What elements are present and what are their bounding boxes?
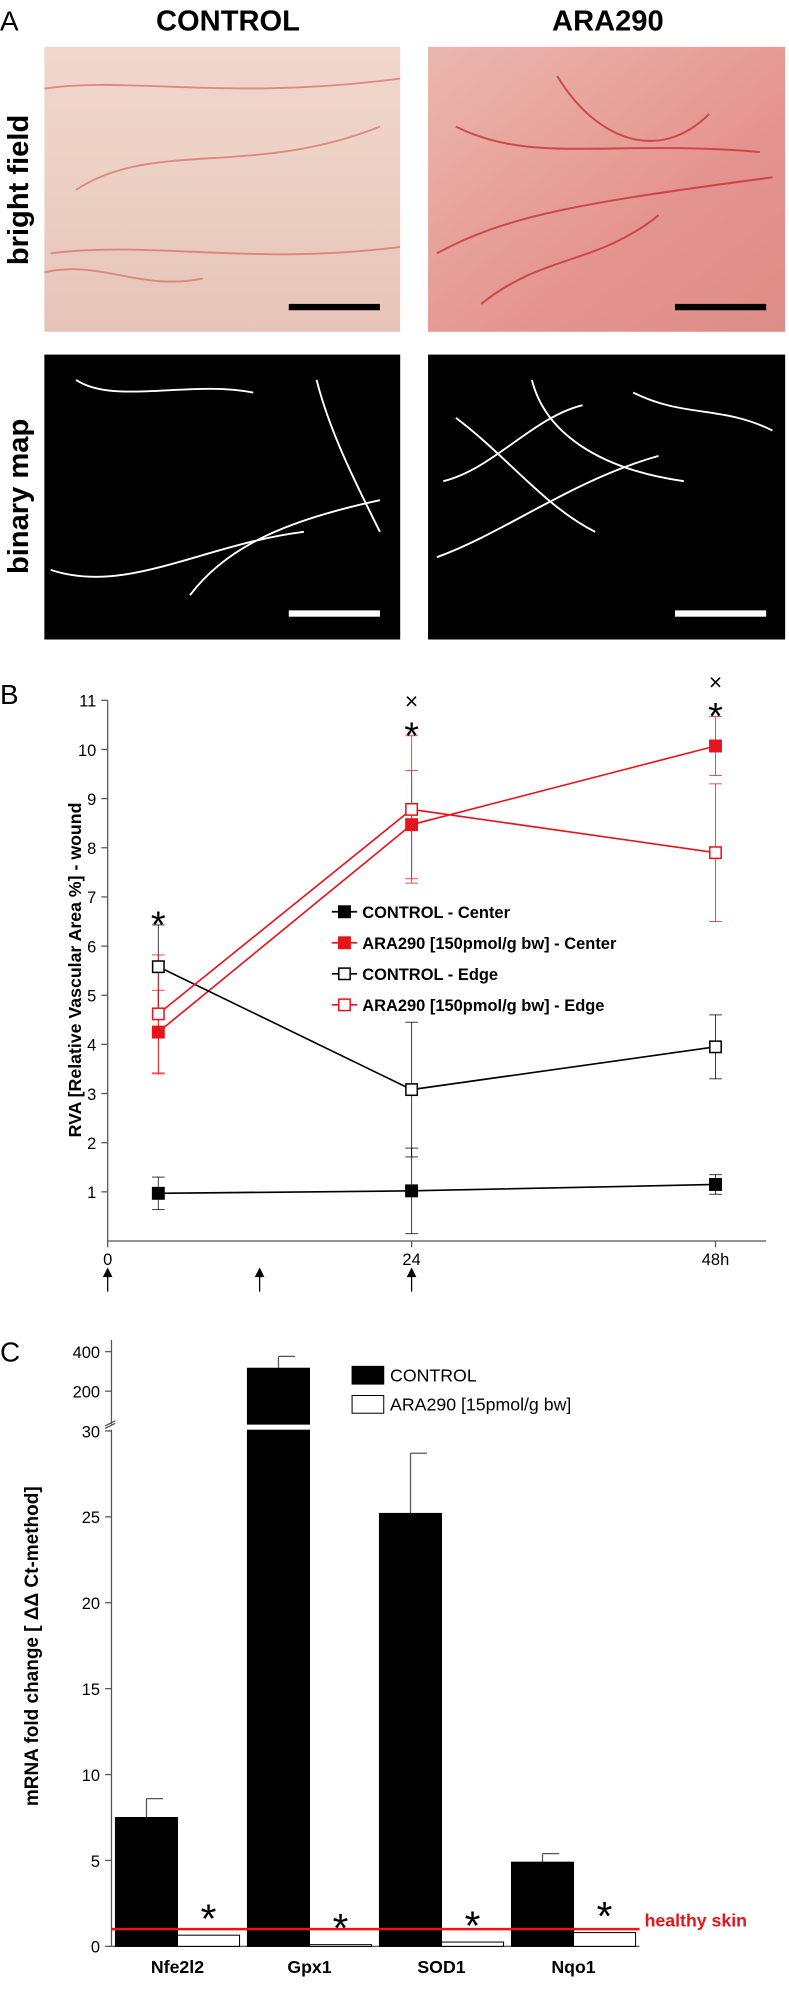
y-tick-label: 30 (82, 1423, 100, 1441)
significance-mark: * (708, 696, 723, 738)
y-axis-label: mRNA fold change [ ΔΔ Ct-method] (22, 1486, 43, 1806)
bar (308, 1944, 373, 1947)
legend-label: ARA290 [150pmol/g bw] - Center (362, 935, 617, 953)
image-binary-control (44, 354, 401, 640)
x-tick-label: 0 (103, 1251, 112, 1269)
y-tick-label: 20 (82, 1595, 100, 1613)
y-tick-label: 5 (87, 988, 96, 1006)
y-tick-label: 400 (73, 1344, 100, 1362)
x-tick-label: Nqo1 (551, 1957, 595, 1977)
series-line (157, 745, 716, 1033)
x-tick-label: Gpx1 (287, 1957, 331, 1977)
y-tick-label: 10 (78, 742, 96, 760)
y-tick-label: 0 (91, 1939, 100, 1957)
significance-mark: * (404, 715, 419, 757)
y-tick-label: 8 (87, 840, 96, 858)
y-tick-label: 15 (82, 1681, 100, 1699)
axis-break-mark (104, 1422, 116, 1429)
point (709, 846, 722, 860)
y-tick-label: 7 (87, 889, 96, 907)
axis-break-mark (104, 1420, 116, 1427)
significance-mark: * (151, 905, 166, 947)
y-tick-label: 25 (82, 1509, 100, 1527)
legend-label: CONTROL - Center (362, 904, 510, 922)
image-bright-control (44, 46, 401, 332)
point (405, 1083, 419, 1097)
bar (114, 1816, 178, 1947)
point (151, 1186, 165, 1200)
y-tick-label: 10 (82, 1767, 100, 1785)
legend-marker (338, 905, 351, 919)
bar (510, 1861, 575, 1947)
row-label: binary map (3, 419, 35, 574)
panel-letter: B (0, 679, 19, 710)
point (405, 802, 419, 816)
y-tick-label: 4 (87, 1037, 96, 1055)
y-tick-label: 2 (87, 1135, 96, 1153)
point (709, 1040, 722, 1054)
image-binary-ara290 (428, 354, 786, 640)
legend-label: CONTROL (390, 1366, 477, 1386)
panel-letter: C (0, 1336, 20, 1367)
series-line (158, 1183, 716, 1195)
panel-letter: A (0, 5, 19, 36)
series-line (157, 965, 716, 1091)
bar (378, 1512, 443, 1947)
significance-mark: × (405, 688, 418, 714)
y-axis-label: RVA [Relative Vascular Area %] - wound (65, 803, 85, 1138)
point (405, 818, 419, 832)
legend-label: ARA290 [150pmol/g bw] - Edge (362, 997, 604, 1015)
bar (441, 1941, 505, 1947)
bar (573, 1932, 637, 1947)
y-tick-label: 200 (73, 1384, 100, 1402)
point (405, 1184, 419, 1198)
column-label: CONTROL (156, 5, 300, 37)
legend-marker (338, 967, 351, 981)
significance-mark: * (201, 1896, 217, 1942)
significance-mark: * (465, 1903, 481, 1949)
significance-mark: × (709, 669, 722, 695)
legend-marker (338, 936, 351, 950)
bar (176, 1934, 241, 1947)
point (709, 739, 722, 753)
x-tick-label: Nfe2l2 (151, 1957, 204, 1977)
legend-label: CONTROL - Edge (362, 966, 498, 984)
point (151, 1007, 165, 1021)
point (151, 1025, 165, 1039)
legend-swatch (351, 1365, 385, 1385)
legend-label: ARA290 [15pmol/g bw] (390, 1395, 571, 1415)
y-tick-label: 1 (87, 1184, 96, 1202)
image-bright-ara290 (428, 46, 786, 332)
y-tick-label: 11 (79, 693, 96, 711)
y-tick-label: 9 (87, 791, 96, 809)
y-tick-label: 6 (87, 938, 96, 956)
point (151, 960, 165, 974)
row-label: bright field (3, 115, 35, 265)
x-tick-label: 24 (402, 1251, 420, 1269)
bar (246, 1367, 311, 1947)
significance-mark: * (597, 1893, 613, 1939)
x-tick-label: SOD1 (417, 1957, 465, 1977)
axis-break (103, 1424, 640, 1430)
legend-marker (338, 998, 351, 1012)
time-arrows (102, 1267, 417, 1292)
point (709, 1178, 722, 1191)
y-tick-label: 3 (87, 1086, 96, 1104)
y-tick-label: 5 (91, 1853, 100, 1871)
legend-swatch (351, 1394, 385, 1414)
reference-label: healthy skin (645, 1911, 747, 1931)
column-label: ARA290 (552, 5, 664, 37)
x-tick-label: 48h (702, 1251, 729, 1269)
